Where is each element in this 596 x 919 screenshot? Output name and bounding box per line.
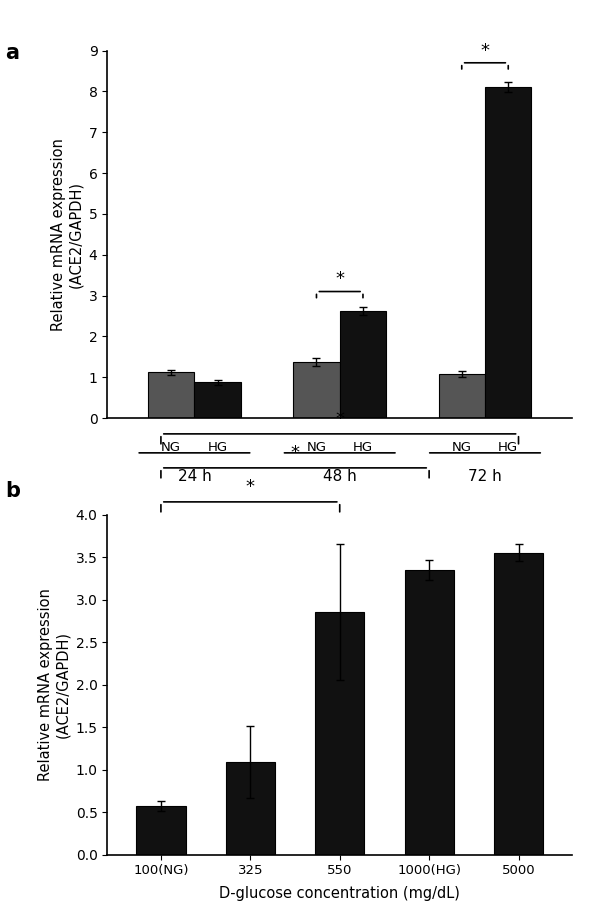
Text: HG: HG	[207, 440, 228, 454]
Text: *: *	[335, 270, 344, 289]
Bar	[405, 570, 454, 855]
Text: NG: NG	[452, 440, 472, 454]
X-axis label: D-glucose concentration (mg/dL): D-glucose concentration (mg/dL)	[219, 886, 460, 901]
Text: *: *	[246, 478, 255, 496]
Bar	[293, 362, 340, 418]
Text: NG: NG	[161, 440, 181, 454]
Text: 48 h: 48 h	[323, 470, 356, 484]
Bar	[439, 374, 485, 418]
Bar	[485, 87, 532, 418]
Text: 72 h: 72 h	[468, 470, 502, 484]
Text: 24 h: 24 h	[178, 470, 212, 484]
Text: *: *	[480, 41, 489, 60]
Bar	[315, 612, 364, 855]
Text: a: a	[5, 43, 19, 63]
Text: *: *	[335, 410, 344, 428]
Bar	[494, 553, 543, 855]
Bar	[136, 806, 185, 855]
Bar	[148, 372, 194, 418]
Text: *: *	[290, 444, 300, 462]
Text: b: b	[5, 481, 20, 501]
Y-axis label: Relative mRNA expression
(ACE2/GAPDH): Relative mRNA expression (ACE2/GAPDH)	[51, 138, 83, 331]
Bar	[226, 762, 275, 855]
Text: NG: NG	[306, 440, 327, 454]
Text: HG: HG	[353, 440, 373, 454]
Bar	[194, 382, 241, 418]
Y-axis label: Relative mRNA expression
(ACE2/GAPDH): Relative mRNA expression (ACE2/GAPDH)	[38, 588, 70, 781]
Bar	[340, 312, 386, 418]
Text: HG: HG	[498, 440, 519, 454]
